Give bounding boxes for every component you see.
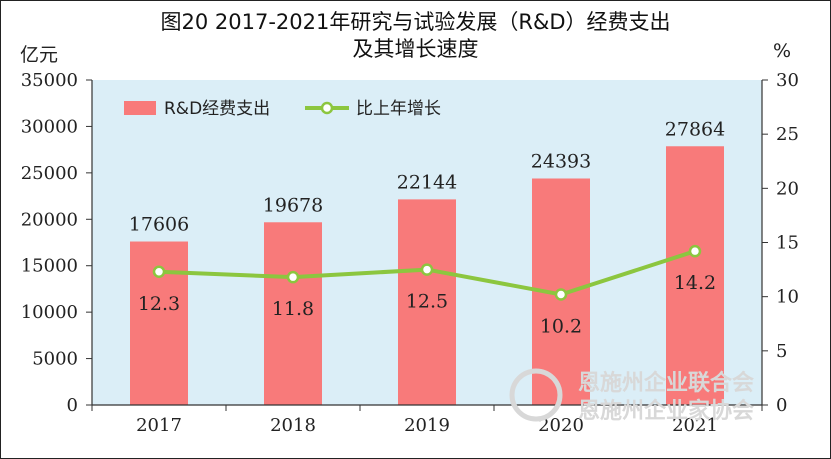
growth-point-2018 [286, 270, 300, 284]
chart-title: 图20 2017-2021年研究与试验发展（R&D）经费支出 [160, 10, 671, 34]
right-tick-label: 10 [776, 287, 799, 308]
bar-2021 [666, 146, 724, 405]
watermark: 恩施州企业联合会 恩施州企业家协会 [509, 368, 754, 424]
watermark-logo-icon [509, 368, 563, 422]
growth-value-label: 10.2 [540, 316, 582, 338]
left-tick-label: 20000 [21, 209, 78, 230]
legend-swatch-bar [124, 101, 156, 115]
growth-point-2017 [152, 265, 166, 278]
right-tick-label: 5 [776, 341, 787, 362]
growth-point-2020 [554, 288, 568, 301]
right-tick-label: 20 [776, 178, 799, 199]
growth-value-label: 12.3 [138, 293, 180, 315]
left-axis-unit: 亿元 [20, 44, 59, 66]
watermark-line2: 恩施州企业家协会 [578, 398, 754, 424]
bar-2018 [264, 222, 322, 405]
left-tick-label: 35000 [21, 70, 78, 91]
bar-value-label: 27864 [665, 118, 725, 140]
x-tick-label: 2017 [136, 415, 182, 436]
right-axis-unit: % [773, 40, 792, 62]
growth-value-label: 11.8 [272, 298, 314, 320]
bar-value-label: 24393 [531, 150, 591, 172]
growth-value-label: 14.2 [674, 272, 716, 294]
x-tick-label: 2021 [672, 415, 718, 436]
left-tick-label: 5000 [32, 349, 78, 370]
right-tick-label: 0 [776, 395, 787, 416]
x-tick-label: 2020 [538, 415, 584, 436]
right-tick-label: 25 [776, 124, 799, 145]
legend-marker-line [320, 101, 334, 115]
growth-point-2019 [420, 263, 434, 276]
legend-label-bar: R&D经费支出 [164, 99, 270, 119]
bar-value-label: 17606 [129, 214, 189, 236]
growth-point-2021 [688, 244, 702, 258]
left-tick-label: 25000 [21, 163, 78, 184]
left-tick-label: 0 [67, 395, 78, 416]
watermark-line1: 恩施州企业联合会 [578, 370, 754, 396]
right-tick-label: 15 [776, 233, 799, 254]
right-tick-label: 30 [776, 70, 799, 91]
left-tick-label: 10000 [21, 302, 78, 323]
x-tick-label: 2019 [404, 415, 450, 436]
x-tick-label: 2018 [270, 415, 316, 436]
legend-label-line: 比上年增长 [356, 99, 441, 119]
bar-2019 [398, 199, 456, 405]
chart-subtitle: 及其增长速度 [352, 37, 479, 61]
left-tick-label: 15000 [21, 256, 78, 277]
growth-value-label: 12.5 [406, 291, 448, 313]
bar-value-label: 22144 [397, 171, 457, 193]
bar-value-label: 19678 [263, 194, 323, 216]
left-tick-label: 30000 [21, 116, 78, 137]
